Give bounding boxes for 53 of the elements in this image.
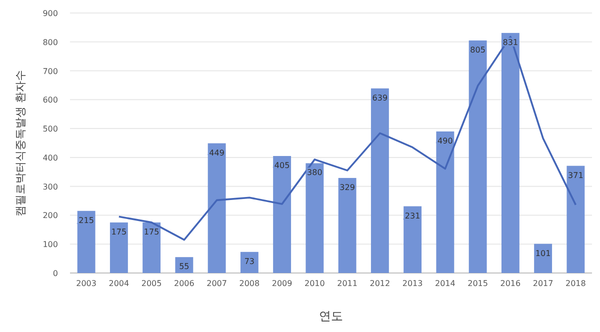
y-tick-label: 200 xyxy=(42,211,58,220)
data-label: 805 xyxy=(470,45,486,54)
x-tick-label: 2005 xyxy=(141,279,162,288)
x-tick-label: 2007 xyxy=(206,279,227,288)
x-tick-label: 2012 xyxy=(370,279,390,288)
x-tick-label: 2006 xyxy=(174,279,194,288)
y-tick-label: 600 xyxy=(42,96,58,105)
y-tick-label: 400 xyxy=(42,153,58,162)
bar xyxy=(370,88,389,273)
x-tick-label: 2010 xyxy=(304,279,325,288)
data-label: 639 xyxy=(372,93,388,102)
data-label: 490 xyxy=(438,136,453,146)
y-tick-label: 500 xyxy=(42,124,58,134)
x-tick-label: 2017 xyxy=(532,279,554,288)
y-tick-label: 800 xyxy=(42,38,58,47)
x-tick-label: 2004 xyxy=(108,279,130,288)
data-label: 831 xyxy=(502,38,518,47)
bar xyxy=(501,32,520,273)
data-label: 215 xyxy=(78,216,94,225)
data-label: 380 xyxy=(307,168,322,178)
data-label: 175 xyxy=(111,227,127,236)
bar xyxy=(306,163,324,273)
data-label: 371 xyxy=(568,170,584,180)
data-label: 73 xyxy=(244,256,255,266)
y-tick-label: 0 xyxy=(52,269,58,278)
y-axis-title: 캠필로박터식중독발생 환자수 xyxy=(14,70,27,216)
data-label: 231 xyxy=(404,211,420,220)
data-label: 101 xyxy=(535,248,551,258)
x-axis-title: 연도 xyxy=(319,309,343,323)
data-label: 175 xyxy=(144,227,160,236)
x-tick-label: 2014 xyxy=(435,279,456,288)
bar xyxy=(208,143,226,273)
x-tick-label: 2016 xyxy=(500,279,521,288)
y-tick-label: 700 xyxy=(42,66,58,76)
data-label: 405 xyxy=(274,161,290,170)
bar xyxy=(436,131,454,273)
data-label: 449 xyxy=(209,148,224,158)
x-tick-label: 2009 xyxy=(272,279,292,288)
x-tick-label: 2018 xyxy=(566,279,586,288)
x-tick-label: 2013 xyxy=(402,279,423,288)
x-tick-label: 2003 xyxy=(76,279,96,288)
bar xyxy=(338,178,356,273)
y-tick-label: 300 xyxy=(42,182,58,192)
bar xyxy=(273,156,292,273)
bar xyxy=(468,40,487,273)
data-label: 329 xyxy=(340,182,355,192)
x-tick-label: 2011 xyxy=(337,279,358,288)
x-tick-label: 2015 xyxy=(468,279,488,288)
y-tick-label: 900 xyxy=(42,9,58,18)
y-tick-label: 100 xyxy=(42,240,58,250)
data-label: 55 xyxy=(179,262,190,272)
x-tick-label: 2008 xyxy=(239,279,260,288)
bar xyxy=(566,166,585,273)
